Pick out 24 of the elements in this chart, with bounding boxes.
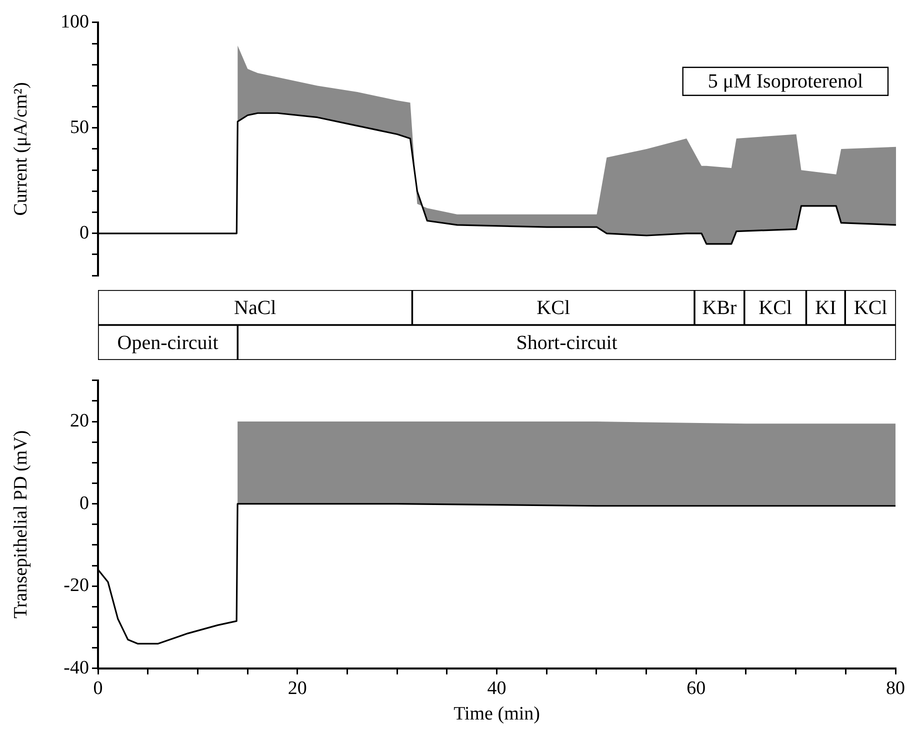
annotation: 5 μM Isoproterenol xyxy=(708,70,864,93)
x-tick-label: 60 xyxy=(686,678,706,699)
y-tick-label: -20 xyxy=(64,575,89,596)
series-label: Short-circuit xyxy=(516,332,618,354)
x-tick-label: 0 xyxy=(93,678,103,699)
x-tick-label: 20 xyxy=(288,678,307,699)
y-tick-label: 50 xyxy=(70,116,89,138)
series-label: KCl xyxy=(854,296,888,319)
y-tick-label: 100 xyxy=(60,11,89,32)
series-label: KCl xyxy=(758,296,792,319)
series-label: Open-circuit xyxy=(117,332,219,354)
y-tick-label: 0 xyxy=(80,222,89,244)
y-tick-label: 0 xyxy=(80,492,89,514)
series-label: NaCl xyxy=(234,296,277,319)
y-axis-title: Current (μA/cm²) xyxy=(10,82,32,216)
series-label: KI xyxy=(815,296,836,319)
y-tick-label: -40 xyxy=(64,657,89,678)
x-axis-title: Time (min) xyxy=(454,704,540,725)
y-axis-title: Transepithelial PD (mV) xyxy=(10,430,32,619)
x-tick-label: 40 xyxy=(487,678,506,699)
series-label: KBr xyxy=(702,296,737,319)
x-tick-label: 80 xyxy=(886,678,905,699)
y-tick-label: 20 xyxy=(70,410,89,432)
series-label: KCl xyxy=(536,296,570,319)
